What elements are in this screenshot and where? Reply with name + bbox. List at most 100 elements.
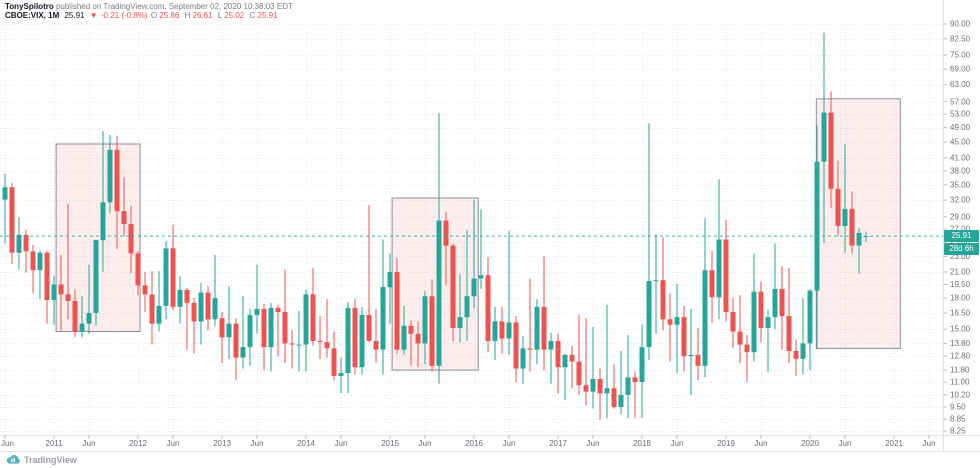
candle-body — [611, 388, 617, 407]
time-tick-label: Jun — [167, 439, 180, 448]
candle-body — [604, 388, 610, 394]
candle-body — [415, 333, 421, 344]
candle-body — [338, 373, 344, 376]
candle-body — [23, 234, 29, 252]
candle-body — [751, 291, 757, 353]
candle-body — [688, 354, 694, 357]
price-tick-label: 90.00 — [950, 20, 971, 29]
price-tick-label: 18.00 — [950, 294, 971, 303]
candle-body — [716, 239, 722, 298]
candle-body — [730, 311, 736, 332]
candle-body — [100, 202, 106, 241]
candle-body — [800, 343, 806, 359]
time-tick-label: Jun — [503, 439, 516, 448]
candle-body — [401, 325, 407, 350]
close-value: 25.91 — [257, 11, 278, 20]
candle-body — [709, 270, 715, 298]
candle-body — [121, 211, 127, 225]
price-tick-label: 10.20 — [950, 390, 971, 399]
candle-body — [394, 271, 400, 350]
author-name: TonySpilotro — [5, 2, 54, 11]
price-tick-label: 29.00 — [950, 212, 971, 221]
candle-body — [576, 361, 582, 386]
tradingview-logo-text[interactable]: TradingView — [24, 454, 77, 465]
candle-body — [310, 294, 316, 341]
price-tick-label: 35.00 — [950, 180, 971, 189]
candle-body — [247, 315, 253, 348]
candle-body — [380, 287, 386, 350]
time-tick-label: 2015 — [381, 439, 399, 448]
symbol-legend: CBOE:VIX, 1M 25.91 ▼ -0.21 (-0.8%) O 25.… — [5, 11, 281, 20]
candle-body — [429, 296, 435, 366]
low-label: L — [217, 11, 222, 20]
candle-body — [660, 280, 666, 320]
candle-body — [436, 220, 442, 366]
candle-body — [450, 245, 456, 328]
candle-body — [737, 331, 743, 345]
candle-body — [506, 322, 512, 339]
candle-body — [520, 348, 526, 369]
candle-body — [744, 344, 750, 353]
candle-body — [289, 343, 295, 345]
candle-body — [317, 340, 323, 343]
candle-body — [828, 112, 834, 189]
candle-body — [667, 319, 673, 325]
candle-body — [541, 306, 547, 350]
candle-body — [618, 394, 624, 407]
price-tick-label: 75.00 — [950, 51, 971, 60]
candle-body — [86, 313, 92, 324]
close-label: C — [249, 11, 256, 20]
candle-body — [632, 377, 638, 382]
candle-body — [478, 275, 484, 279]
time-tick-label: Jun — [335, 439, 348, 448]
candle-body — [44, 252, 50, 300]
last-price: 25.91 — [64, 11, 85, 20]
symbol-name[interactable]: CBOE:VIX, 1M — [5, 11, 60, 20]
time-tick-label: 2014 — [297, 439, 315, 448]
candle-body — [814, 161, 820, 291]
candle-body — [331, 348, 337, 376]
candle-body — [2, 187, 8, 200]
candle-body — [485, 275, 491, 341]
price-tick-label: 8.85 — [950, 415, 966, 424]
candle-body — [499, 321, 505, 339]
price-tick-label: 11.80 — [950, 366, 970, 375]
candle-body — [156, 305, 162, 324]
candle-body — [821, 112, 827, 162]
price-tick-label: 63.00 — [950, 80, 971, 89]
candle-body — [807, 290, 813, 344]
candle-body — [695, 354, 701, 366]
candle-body — [93, 240, 99, 313]
candles[interactable] — [2, 32, 869, 420]
candle-body — [205, 292, 211, 320]
highlight-boxes[interactable] — [55, 98, 901, 371]
candle-body — [597, 379, 603, 394]
candle-body — [149, 294, 155, 324]
price-tick-label: 13.80 — [950, 339, 971, 348]
price-axis[interactable]: 90.00 82.50 75.00 69.00 63.00 57.00 53.00 49.00… — [943, 20, 971, 436]
candle-body — [9, 187, 15, 253]
price-tick-label: 82.50 — [950, 34, 971, 43]
time-tick-label: Jun — [83, 439, 96, 448]
price-tick-label: 23.00 — [950, 252, 971, 261]
price-tick-label: 57.00 — [950, 97, 971, 106]
price-tick-label: 38.00 — [950, 166, 971, 175]
candle-body — [261, 308, 267, 348]
open-label: O — [150, 11, 158, 20]
candle-body — [408, 325, 414, 334]
candle-body — [184, 289, 190, 303]
candle-body — [352, 307, 358, 368]
time-tick-label: 2021 — [885, 439, 903, 448]
candle-body — [758, 291, 764, 328]
candle-body — [198, 292, 204, 322]
candle-body — [702, 270, 708, 366]
time-axis[interactable]: Jun 2011 Jun 2012 Jun 2013 Jun 2014 Jun 2015 Jun 20… — [1, 435, 935, 449]
tradingview-logo-icon[interactable] — [6, 454, 21, 465]
time-tick-label: Jun — [587, 439, 600, 448]
price-tick-label: 25.00 — [950, 238, 971, 247]
candle-body — [37, 252, 43, 271]
candle-body — [303, 294, 309, 345]
candle-body — [366, 315, 372, 341]
candle-body — [765, 317, 771, 328]
